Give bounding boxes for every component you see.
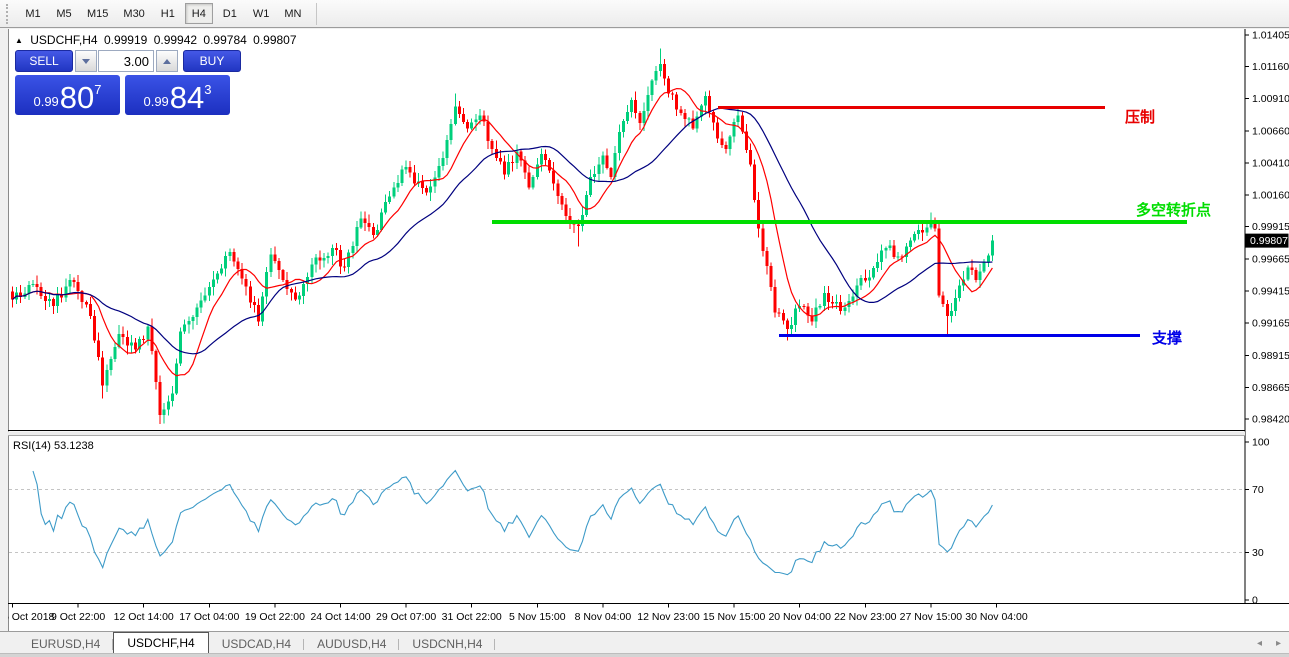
date-tick-label: 19 Oct 22:00 [245, 611, 305, 623]
tabs-scroll-left-button[interactable]: ◂ [1256, 638, 1262, 649]
collapse-panel-icon[interactable]: ▲ [15, 36, 23, 45]
price-tick-label: 0.99415 [1252, 286, 1289, 298]
triangle-up-icon [163, 55, 171, 64]
date-tick-label: 8 Nov 04:00 [575, 611, 632, 623]
price-tick-label: 1.01160 [1252, 61, 1289, 73]
support-annotation-label[interactable]: 支撑 [1151, 329, 1182, 347]
triangle-down-icon [82, 58, 90, 68]
chart-tab-usdcnh-h4[interactable]: USDCNH,H4 [399, 635, 496, 654]
bull-candle-bodies [15, 64, 994, 416]
price-tick-label: 1.00160 [1252, 190, 1289, 202]
sell-price-pip: 7 [94, 82, 102, 97]
bear-candle-bodies [11, 64, 978, 416]
rsi-tick-label: 30 [1252, 547, 1264, 559]
date-tick-label: 5 Oct 2018 [8, 611, 55, 623]
date-tick-label: 5 Nov 15:00 [509, 611, 566, 623]
price-tick-label: 0.98665 [1252, 382, 1289, 394]
sell-button[interactable]: SELL [15, 50, 73, 72]
date-tick-label: 31 Oct 22:00 [442, 611, 502, 623]
buy-price-panel[interactable]: 0.99 84 3 [125, 75, 230, 115]
buy-price-pip: 3 [204, 82, 212, 97]
date-tick-label: 27 Nov 15:00 [900, 611, 963, 623]
timeframe-toolbar: M1 M5 M15 M30 H1 H4 D1 W1 MN [0, 0, 1289, 28]
date-tick-label: 20 Nov 04:00 [768, 611, 831, 623]
price-tick-label: 0.99915 [1252, 221, 1289, 233]
date-tick-label: 12 Oct 14:00 [114, 611, 174, 623]
timeframe-button-h4[interactable]: H4 [184, 3, 213, 24]
volume-decrease-button[interactable] [75, 50, 97, 72]
timeframe-button-w1[interactable]: W1 [247, 3, 276, 24]
date-tick-label: 24 Oct 14:00 [310, 611, 370, 623]
symbol-name: USDCHF,H4 [30, 33, 98, 47]
current-price-value: 0.99807 [1250, 235, 1288, 247]
sell-price-prefix: 0.99 [33, 94, 59, 109]
date-tick-label: 12 Nov 23:00 [637, 611, 700, 623]
ohlc-close: 0.99807 [253, 33, 297, 47]
volume-input[interactable] [98, 50, 154, 72]
chart-tab-usdchf-h4[interactable]: USDCHF,H4 [113, 632, 209, 654]
ma-slow-line [12, 107, 993, 355]
sell-price-big: 80 [59, 80, 95, 115]
date-tick-label: 9 Oct 22:00 [51, 611, 105, 623]
rsi-tick-label: 100 [1252, 437, 1270, 449]
date-tick-label: 30 Nov 04:00 [965, 611, 1028, 623]
price-tick-label: 0.99165 [1252, 318, 1289, 330]
ohlc-high: 0.99942 [153, 33, 198, 47]
price-chart[interactable]: 1.01405 1.01160 1.00910 1.00660 1.00410 1.001… [8, 28, 1289, 631]
volume-increase-button[interactable] [156, 50, 178, 72]
date-tick-label: 22 Nov 23:00 [834, 611, 897, 623]
timeframe-toolbar-buttons: M1 M5 M15 M30 H1 H4 D1 W1 MN [19, 3, 310, 24]
price-tick-label: 1.01405 [1252, 30, 1289, 42]
timeframe-button-m5[interactable]: M5 [50, 3, 78, 24]
chart-symbol-header: ▲ USDCHF,H4 0.99919 0.99942 0.99784 0.99… [15, 33, 300, 47]
toolbar-separator [316, 2, 318, 25]
pivot-annotation-label[interactable]: 多空转折点 [1136, 201, 1211, 219]
rsi-indicator-label: RSI(14) 53.1238 [13, 440, 94, 452]
resistance-annotation-label[interactable]: 压制 [1125, 108, 1155, 126]
toolbar-grip-handle[interactable] [6, 3, 11, 24]
buy-price-prefix: 0.99 [143, 94, 169, 109]
timeframe-button-m15[interactable]: M15 [81, 3, 114, 24]
chart-graphics: 1.01405 1.01160 1.00910 1.00660 1.00410 1.001… [8, 29, 1289, 623]
ohlc-open: 0.99919 [103, 33, 148, 47]
buy-price-big: 84 [169, 80, 205, 115]
timeframe-button-m1[interactable]: M1 [19, 3, 47, 24]
rsi-tick-label: 70 [1252, 484, 1264, 496]
timeframe-button-h1[interactable]: H1 [154, 3, 182, 24]
chart-tab-eurusd-h4[interactable]: EURUSD,H4 [18, 635, 114, 654]
current-price-badge [1245, 233, 1289, 248]
sell-price-panel[interactable]: 0.99 80 7 [15, 75, 120, 115]
tabs-scroll-right-button[interactable]: ▸ [1275, 638, 1281, 649]
buy-button[interactable]: BUY [183, 50, 241, 72]
price-tick-label: 1.00660 [1252, 125, 1289, 137]
ma-fast-line [12, 87, 993, 377]
chart-tab-audusd-h4[interactable]: AUDUSD,H4 [304, 635, 400, 654]
price-tick-label: 1.00410 [1252, 158, 1289, 170]
rsi-line [32, 469, 993, 576]
price-tick-label: 0.98915 [1252, 350, 1289, 362]
chart-tab-usdcad-h4[interactable]: USDCAD,H4 [209, 635, 305, 654]
date-tick-label: 17 Oct 04:00 [179, 611, 239, 623]
timeframe-button-mn[interactable]: MN [278, 3, 307, 24]
price-tick-label: 0.98420 [1252, 414, 1289, 426]
date-tick-label: 15 Nov 15:00 [703, 611, 766, 623]
tabs-scroll-buttons: ◂ ▸ [1257, 639, 1281, 649]
timeframe-button-d1[interactable]: D1 [216, 3, 244, 24]
one-click-trading-panel: SELL BUY 0.99 80 7 0.99 84 3 [15, 50, 241, 115]
chart-tabs-bar: EURUSD,H4 USDCHF,H4 USDCAD,H4 AUDUSD,H4 USDC… [0, 631, 1289, 654]
ohlc-low: 0.99784 [203, 33, 247, 47]
date-tick-label: 29 Oct 07:00 [376, 611, 436, 623]
window-bottom-edge [0, 653, 1289, 657]
timeframe-button-m30[interactable]: M30 [117, 3, 150, 24]
chart-window: 1.01405 1.01160 1.00910 1.00660 1.00410 1.001… [8, 29, 1289, 631]
price-tick-label: 0.99665 [1252, 253, 1289, 265]
rsi-tick-label: 0 [1252, 595, 1258, 607]
price-tick-label: 1.00910 [1252, 93, 1289, 105]
